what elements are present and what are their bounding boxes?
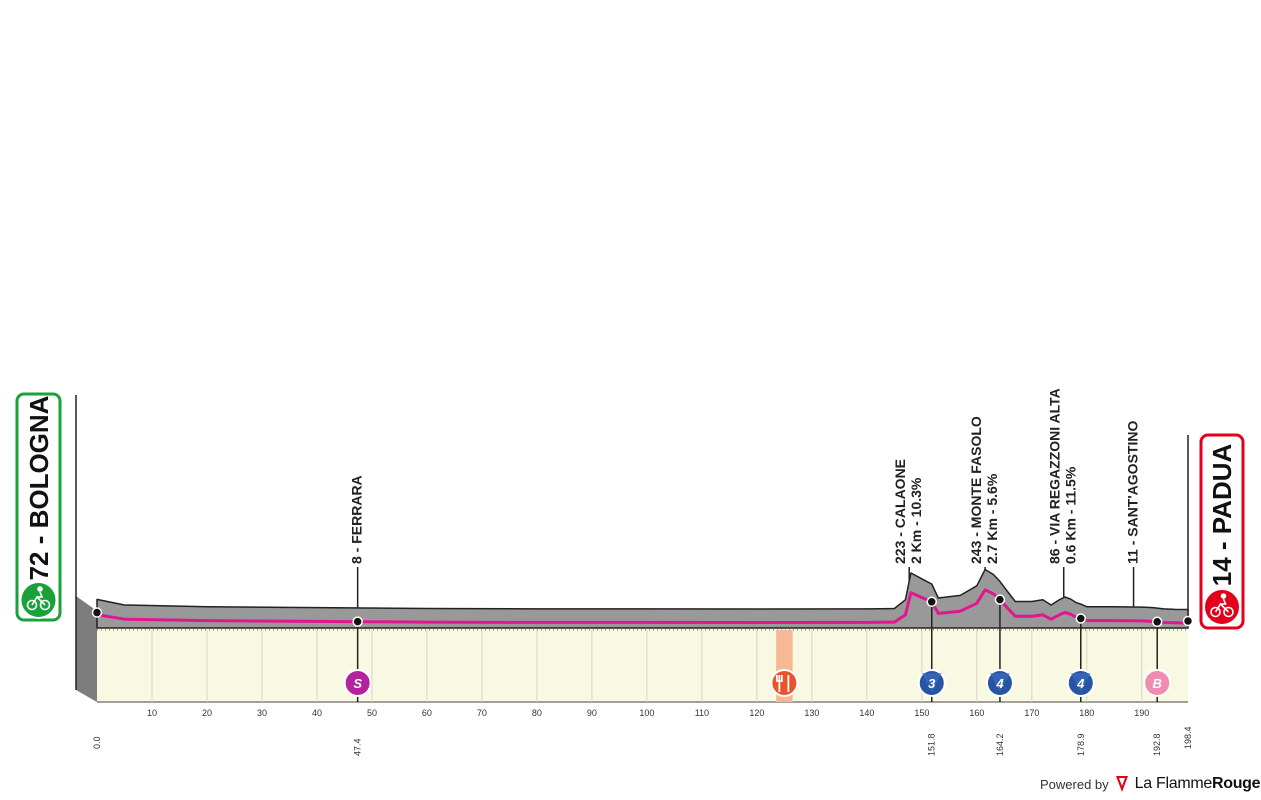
brand-name: La FlammeRouge [1134,775,1261,792]
start-km-label: 0.0 [92,736,102,749]
x-tick-label: 20 [202,708,212,718]
start-name: 72 - BOLOGNA [24,395,54,580]
x-tick-label: 60 [422,708,432,718]
annotation-text: 2 Km - 10.3% [908,477,924,564]
x-tick-label: 10 [147,708,157,718]
x-tick-label: 50 [367,708,377,718]
x-tick-label: 100 [639,708,654,718]
powered-by: Powered by La FlammeRouge [1040,774,1261,794]
x-tick-label: 190 [1134,708,1149,718]
annotation-text: 8 - FERRARA [349,475,365,564]
x-tick-label: 90 [587,708,597,718]
finish-km-label: 198.4 [1183,726,1193,749]
fork-knife-icon [775,675,790,692]
annotation-text: 223 - CALAONE [892,459,908,564]
point-dot [1151,616,1163,628]
start-cyclist-icon [26,586,51,611]
x-tick-label: 170 [1024,708,1039,718]
finish-dot [1182,615,1194,627]
annotation-text: 243 - MONTE FASOLO [968,416,984,564]
x-tick-label: 110 [695,708,709,718]
x-tick-label: 40 [312,708,322,718]
point-badge-label: B [1153,676,1162,691]
annotation-text: 11 - SANT'AGOSTINO [1125,421,1141,564]
base-plane [97,628,1188,702]
point-km-label: 164.2 [995,733,1005,756]
point-dot [1075,613,1087,624]
x-tick-label: 130 [804,708,819,718]
feed-zone-badge [770,669,799,697]
point-badge [1143,669,1172,697]
point-km-label: 151.8 [927,733,937,756]
finish-name: 14 - PADUA [1207,444,1237,587]
point-badge-label: 4 [995,676,1004,691]
start-dot [91,607,103,618]
point-badge-label: 4 [1076,676,1085,691]
annotation-text: 2.7 Km - 5.6% [984,473,1000,564]
climb-triangle-icon [921,673,942,692]
annotation-text: 86 - VIA REGAZZONI ALTA [1047,388,1063,564]
powered-by-text: Powered by [1040,776,1109,792]
x-tick-label: 70 [477,708,487,718]
climb-triangle-icon [1070,673,1091,692]
point-dot [352,616,363,627]
x-tick-label: 120 [749,708,764,718]
climb-triangle-icon [989,673,1010,692]
point-km-label: 192.8 [1152,733,1162,756]
point-km-label: 47.4 [353,738,363,756]
side-wall [76,596,97,702]
x-tick-label: 80 [532,708,542,718]
point-badge-label: S [353,676,362,691]
start-frame: 72 - BOLOGNA [15,392,62,622]
point-km-label: 178.9 [1076,733,1086,756]
point-dot [926,596,937,608]
point-dot [994,594,1006,605]
annotation-text: 0.6 Km - 11.5% [1063,466,1079,564]
x-tick-label: 30 [257,708,267,718]
finish-frame: 14 - PADUA [1199,433,1245,630]
point-badge-label: 3 [928,676,936,691]
terrain-profile [96,568,1189,629]
point-badge [343,669,372,697]
x-tick-label: 180 [1079,708,1094,718]
x-tick-label: 140 [859,708,874,718]
finish-cyclist-icon [1210,593,1234,618]
flame-logo-icon [1115,776,1128,792]
x-tick-label: 150 [914,708,929,718]
x-tick-label: 160 [969,708,984,718]
